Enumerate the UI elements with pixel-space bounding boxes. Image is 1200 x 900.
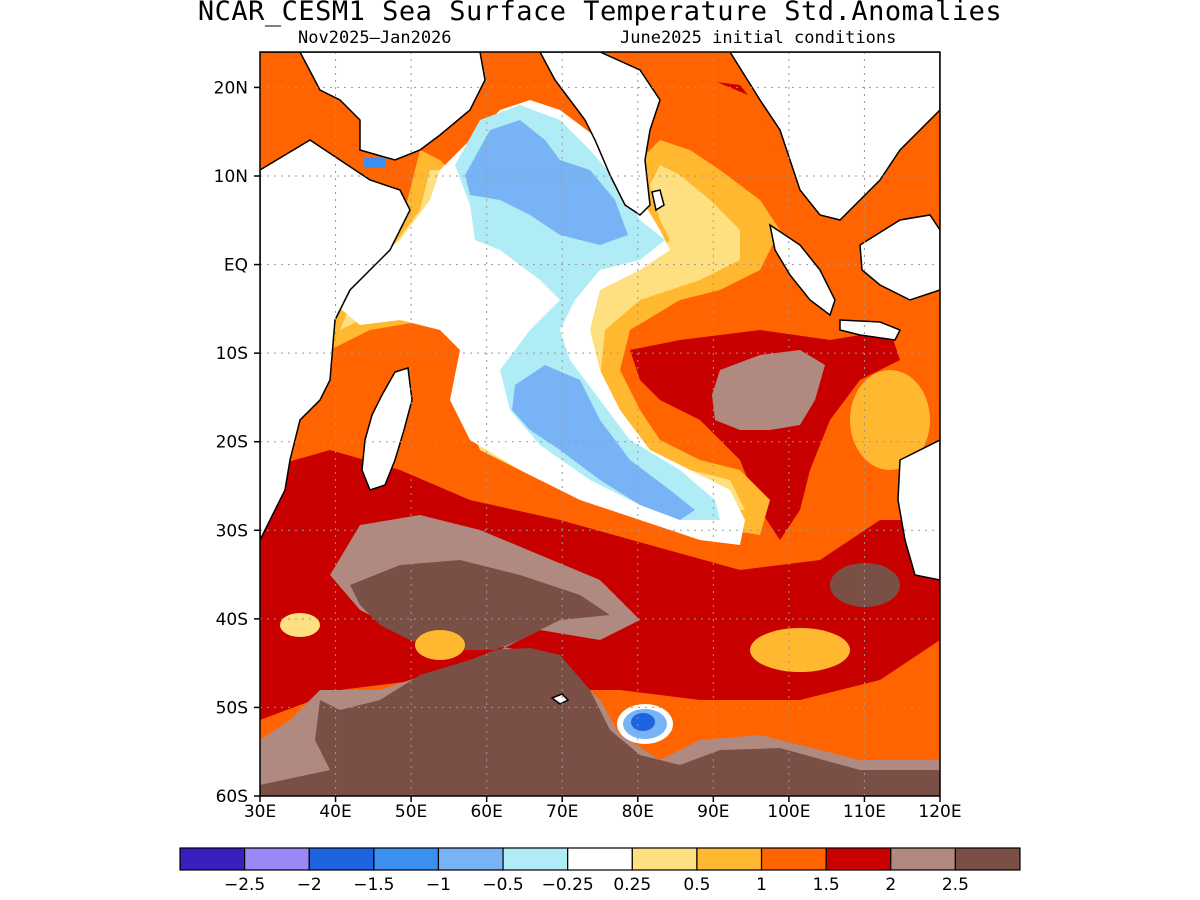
anomaly-blob-sw-2 <box>280 613 320 637</box>
lon-tick-label: 70E <box>546 802 578 822</box>
land-india <box>539 52 661 216</box>
lat-tick-label: EQ <box>224 256 248 276</box>
colorbar-label: 0.25 <box>613 875 651 895</box>
anomaly-region-blue-north <box>465 120 628 245</box>
initial-conditions: June2025 initial conditions <box>620 28 897 48</box>
colorbar-label: −0.5 <box>482 875 523 895</box>
anomaly-region-mauve-east <box>712 350 825 430</box>
land-indochina <box>729 52 940 221</box>
anomaly-field <box>260 52 940 796</box>
anomaly-region-blue-south <box>512 365 695 520</box>
anomaly-blob-e-2 <box>850 370 930 470</box>
lon-tick-label: 60E <box>470 802 502 822</box>
land-sri-lanka <box>651 189 665 212</box>
colorbar-swatch <box>244 847 310 871</box>
colorbar-label: −2.5 <box>224 875 265 895</box>
colorbar-swatch <box>308 847 375 871</box>
lon-tick-label: 90E <box>697 802 729 822</box>
lat-tick-label: 20N <box>214 78 248 98</box>
colorbar-swatch <box>825 847 892 871</box>
colorbar-label: 1 <box>756 875 767 895</box>
land-kerguelen <box>550 693 570 705</box>
land-madagascar <box>361 367 413 491</box>
colorbar-label: −1.5 <box>353 875 394 895</box>
land-sumatra <box>768 223 836 317</box>
land-java <box>839 319 902 341</box>
anomaly-region-brown-east <box>630 330 900 540</box>
map-title: NCAR_CESM1 Sea Surface Temperature Std.A… <box>197 0 1003 27</box>
land-masses <box>260 52 940 705</box>
colorbar-swatch <box>631 847 698 871</box>
colorbar-label: 2 <box>885 875 896 895</box>
anomaly-cold-spot-aden <box>364 158 386 168</box>
colorbar-label: 2.5 <box>942 875 969 895</box>
colorbar-swatch <box>890 847 956 871</box>
lat-tick-label: 10N <box>214 167 248 187</box>
colorbar-swatch <box>179 847 246 871</box>
lon-tick-label: 80E <box>622 802 654 822</box>
lat-tick-label: 10S <box>216 344 248 364</box>
lat-tick-label: 50S <box>216 698 248 718</box>
lon-tick-label: 120E <box>918 802 961 822</box>
colorbar: −2.5 −2 −1.5 −1 −0.5 −0.25 0.25 0.5 1 1.5 2 2.5 <box>179 847 1021 895</box>
colorbar-swatch <box>502 847 569 871</box>
colorbar-label: −1 <box>426 875 451 895</box>
lon-tick-label: 110E <box>843 802 886 822</box>
lat-tick-label: 20S <box>216 433 248 453</box>
map-gridlines <box>260 52 940 796</box>
lon-tick-label: 30E <box>244 802 276 822</box>
colorbar-swatch <box>954 847 1021 871</box>
lat-tick-label: 30S <box>216 521 248 541</box>
land-africa <box>260 52 486 541</box>
colorbar-swatch <box>373 847 440 871</box>
lon-tick-label: 40E <box>319 802 351 822</box>
anomaly-cold-spot-core <box>631 713 655 731</box>
colorbar-swatch <box>567 847 633 871</box>
lon-tick-label: 50E <box>395 802 427 822</box>
anomaly-region-se-core <box>830 563 900 607</box>
colorbar-label: −2 <box>297 875 322 895</box>
colorbar-label: 1.5 <box>813 875 840 895</box>
anomaly-blob-sw-1 <box>415 630 465 660</box>
colorbar-label: 0.5 <box>683 875 710 895</box>
colorbar-swatch <box>437 847 504 871</box>
lon-tick-label: 100E <box>767 802 810 822</box>
lat-tick-label: 40S <box>216 610 248 630</box>
forecast-period: Nov2025–Jan2026 <box>298 28 452 48</box>
land-australia <box>897 439 940 581</box>
colorbar-swatch <box>760 847 827 871</box>
map-frame <box>259 51 941 797</box>
colorbar-swatch <box>696 847 763 871</box>
land-borneo <box>859 214 940 301</box>
axis-ticks: 30E 40E 50E 60E 70E 80E 90E 100E 110E 120E 20N 10N E… <box>214 78 962 822</box>
lat-tick-label: 60S <box>216 787 248 807</box>
anomaly-blob-e-1 <box>750 628 850 672</box>
colorbar-label: −0.25 <box>542 875 594 895</box>
